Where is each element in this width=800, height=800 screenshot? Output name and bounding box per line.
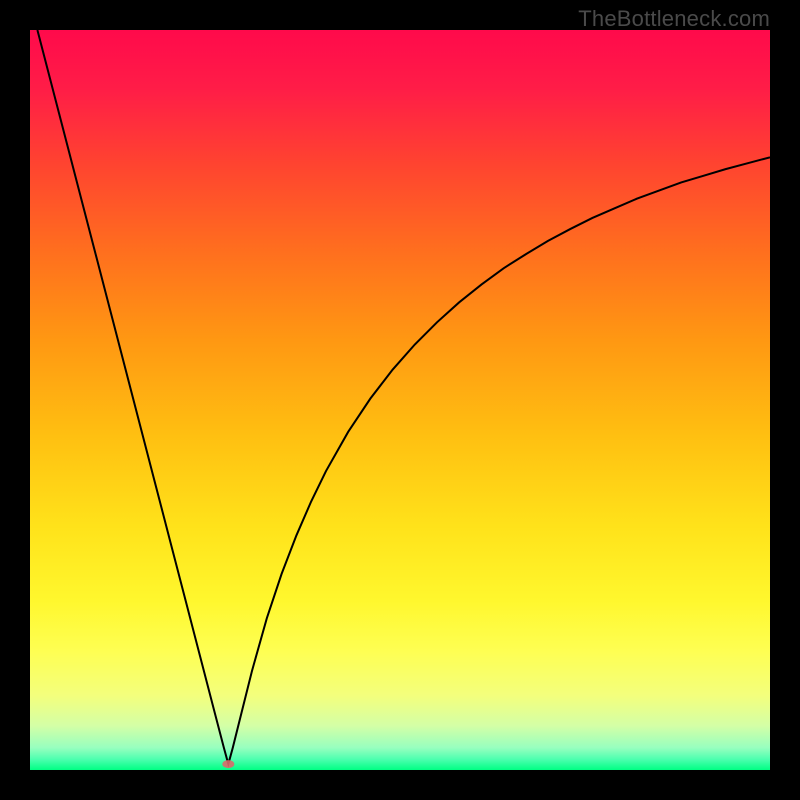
watermark-label: TheBottleneck.com [578, 6, 770, 32]
minimum-marker [222, 760, 234, 768]
bottleneck-curve [37, 30, 770, 764]
chart-frame: TheBottleneck.com [0, 0, 800, 800]
plot-area [30, 30, 770, 770]
curve-layer [30, 30, 770, 770]
